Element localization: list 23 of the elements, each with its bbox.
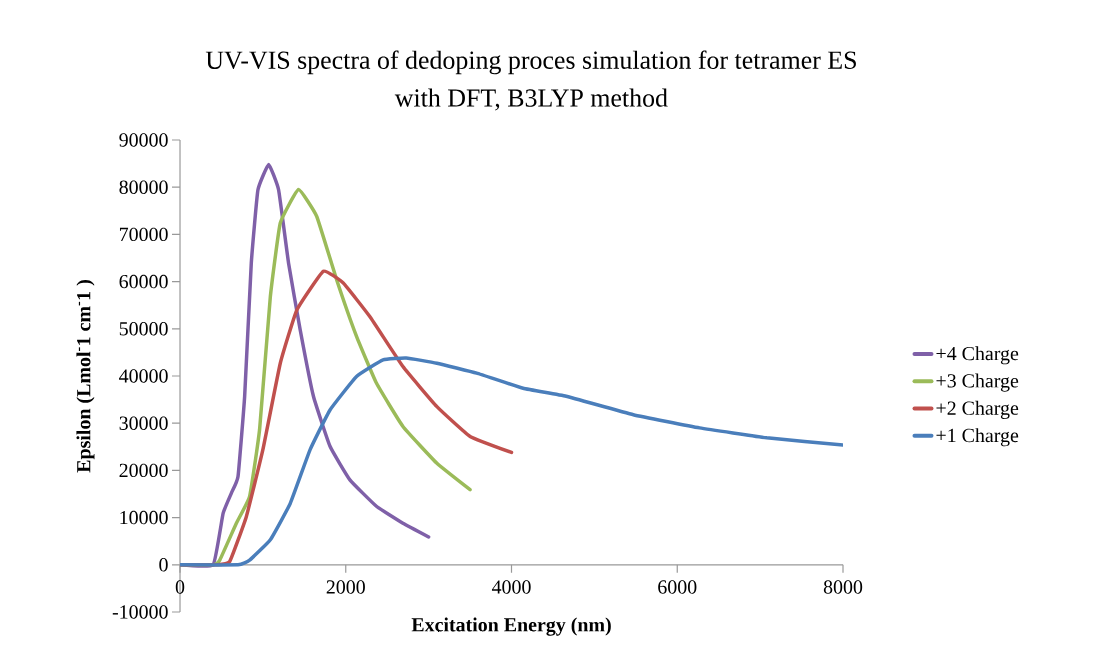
y-tick-label: 50000 bbox=[119, 322, 168, 336]
y-tick-label: 70000 bbox=[119, 227, 168, 242]
y-tick-label: 0 bbox=[159, 558, 168, 572]
legend-label: +1 Charge bbox=[936, 428, 1019, 447]
y-tick-label: 40000 bbox=[119, 369, 168, 383]
x-tick-label: 6000 bbox=[658, 580, 697, 594]
legend-label: +4 Charge bbox=[936, 346, 1019, 365]
x-tick-label: 2000 bbox=[326, 580, 365, 594]
x-tick-label: 0 bbox=[175, 580, 185, 594]
x-axis-title: Excitation Energy (nm) bbox=[411, 617, 611, 636]
y-tick-label: 90000 bbox=[119, 133, 168, 147]
chart-title: UV-VIS spectra of dedoping proces simulation for tetramer ES with DFT, B3LYP method bbox=[205, 50, 856, 111]
y-axis-title: Epsilon (Lmol$^{-}$1 cm$^{-}$1 ) bbox=[76, 280, 95, 473]
y-tick-label: -10000 bbox=[112, 605, 168, 619]
y-tick-label: 30000 bbox=[119, 416, 168, 430]
y-tick-label: 10000 bbox=[120, 510, 168, 525]
y-tick-label: 60000 bbox=[119, 274, 168, 289]
y-tick-label: 80000 bbox=[119, 180, 168, 194]
x-tick-label: 8000 bbox=[823, 580, 863, 594]
legend-label: +2 Charge bbox=[936, 400, 1019, 419]
legend-label: +3 Charge bbox=[936, 373, 1019, 392]
y-tick-label: 20000 bbox=[119, 463, 168, 478]
x-tick-label: 4000 bbox=[491, 580, 531, 594]
